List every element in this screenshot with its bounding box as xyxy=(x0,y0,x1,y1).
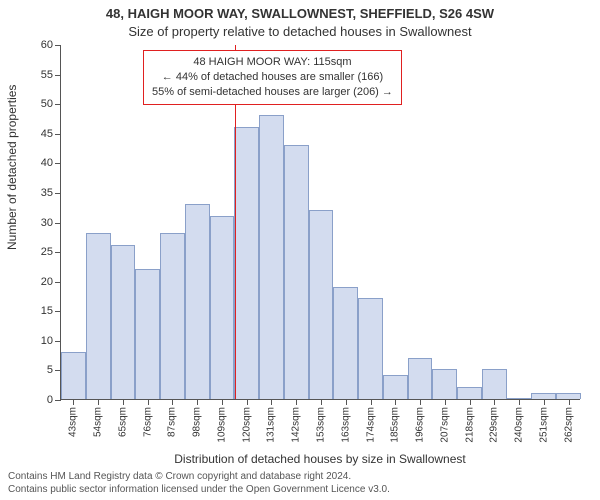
x-tick-label: 218sqm xyxy=(464,407,475,443)
y-tick xyxy=(55,223,61,224)
chart-title-address: 48, HAIGH MOOR WAY, SWALLOWNEST, SHEFFIE… xyxy=(0,6,600,21)
y-tick xyxy=(55,45,61,46)
x-axis-title: Distribution of detached houses by size … xyxy=(60,452,580,466)
x-tick xyxy=(296,399,297,405)
x-tick-label: 174sqm xyxy=(365,407,376,443)
y-tick-label: 0 xyxy=(23,394,53,406)
annotation-line: 48 HAIGH MOOR WAY: 115sqm xyxy=(152,55,393,70)
x-tick xyxy=(470,399,471,405)
y-tick-label: 55 xyxy=(23,69,53,81)
y-tick xyxy=(55,282,61,283)
y-tick xyxy=(55,104,61,105)
annotation-box: 48 HAIGH MOOR WAY: 115sqm← 44% of detach… xyxy=(143,50,402,105)
x-tick xyxy=(346,399,347,405)
y-tick-label: 20 xyxy=(23,276,53,288)
x-tick xyxy=(445,399,446,405)
x-tick-label: 163sqm xyxy=(340,407,351,443)
x-tick-label: 120sqm xyxy=(241,407,252,443)
x-tick-label: 98sqm xyxy=(192,407,203,437)
x-tick-label: 131sqm xyxy=(266,407,277,443)
y-tick xyxy=(55,370,61,371)
histogram-bar xyxy=(432,369,457,399)
histogram-bar xyxy=(61,352,86,399)
y-tick-label: 40 xyxy=(23,157,53,169)
histogram-bar xyxy=(482,369,507,399)
x-tick xyxy=(420,399,421,405)
x-tick-label: 65sqm xyxy=(117,407,128,437)
y-tick xyxy=(55,193,61,194)
histogram-bar xyxy=(259,115,284,399)
histogram-bar xyxy=(284,145,309,399)
histogram-bar xyxy=(457,387,482,399)
annotation-line: ← 44% of detached houses are smaller (16… xyxy=(152,70,393,85)
y-tick xyxy=(55,252,61,253)
x-tick xyxy=(569,399,570,405)
y-tick xyxy=(55,341,61,342)
histogram-bar xyxy=(383,375,408,399)
histogram-bar xyxy=(185,204,210,399)
x-tick-label: 87sqm xyxy=(167,407,178,437)
x-tick xyxy=(271,399,272,405)
histogram-bar xyxy=(111,245,136,399)
x-tick-label: 240sqm xyxy=(514,407,525,443)
x-tick-label: 142sqm xyxy=(291,407,302,443)
y-tick-label: 10 xyxy=(23,335,53,347)
x-tick-label: 207sqm xyxy=(439,407,450,443)
y-tick xyxy=(55,400,61,401)
x-tick xyxy=(544,399,545,405)
y-tick-label: 50 xyxy=(23,98,53,110)
x-tick xyxy=(519,399,520,405)
x-tick xyxy=(148,399,149,405)
x-tick xyxy=(395,399,396,405)
x-tick-label: 43sqm xyxy=(68,407,79,437)
x-tick-label: 251sqm xyxy=(538,407,549,443)
y-tick-label: 45 xyxy=(23,128,53,140)
y-tick-label: 5 xyxy=(23,364,53,376)
x-tick-label: 76sqm xyxy=(142,407,153,437)
annotation-line: 55% of semi-detached houses are larger (… xyxy=(152,85,393,100)
x-tick xyxy=(123,399,124,405)
histogram-bar xyxy=(234,127,259,399)
histogram-bar xyxy=(408,358,433,399)
property-size-chart: 48, HAIGH MOOR WAY, SWALLOWNEST, SHEFFIE… xyxy=(0,0,600,500)
x-tick xyxy=(98,399,99,405)
y-axis-title: Number of detached properties xyxy=(5,85,19,250)
histogram-bar xyxy=(86,233,111,399)
histogram-bar xyxy=(135,269,160,399)
x-tick-label: 109sqm xyxy=(216,407,227,443)
histogram-bar xyxy=(358,298,383,399)
histogram-bar xyxy=(333,287,358,399)
x-tick xyxy=(197,399,198,405)
footer-line2: Contains public sector information licen… xyxy=(8,484,390,497)
y-tick-label: 15 xyxy=(23,305,53,317)
footer-line1: Contains HM Land Registry data © Crown c… xyxy=(8,471,390,484)
plot-area: 48 HAIGH MOOR WAY: 115sqm← 44% of detach… xyxy=(60,45,580,400)
x-tick-label: 229sqm xyxy=(489,407,500,443)
y-tick xyxy=(55,311,61,312)
x-tick-label: 54sqm xyxy=(93,407,104,437)
x-tick-label: 185sqm xyxy=(390,407,401,443)
x-tick xyxy=(222,399,223,405)
x-tick xyxy=(371,399,372,405)
histogram-bar xyxy=(210,216,235,399)
histogram-bar xyxy=(160,233,185,399)
y-tick-label: 25 xyxy=(23,246,53,258)
y-tick-label: 30 xyxy=(23,217,53,229)
x-tick xyxy=(247,399,248,405)
x-tick-label: 153sqm xyxy=(316,407,327,443)
y-tick xyxy=(55,134,61,135)
x-tick xyxy=(494,399,495,405)
license-footer: Contains HM Land Registry data © Crown c… xyxy=(8,471,390,496)
x-tick xyxy=(172,399,173,405)
chart-title-subtitle: Size of property relative to detached ho… xyxy=(0,24,600,39)
x-tick-label: 262sqm xyxy=(563,407,574,443)
x-tick xyxy=(321,399,322,405)
x-tick xyxy=(73,399,74,405)
histogram-bar xyxy=(309,210,334,399)
y-tick-label: 35 xyxy=(23,187,53,199)
y-tick xyxy=(55,163,61,164)
y-tick-label: 60 xyxy=(23,39,53,51)
x-tick-label: 196sqm xyxy=(415,407,426,443)
y-tick xyxy=(55,75,61,76)
